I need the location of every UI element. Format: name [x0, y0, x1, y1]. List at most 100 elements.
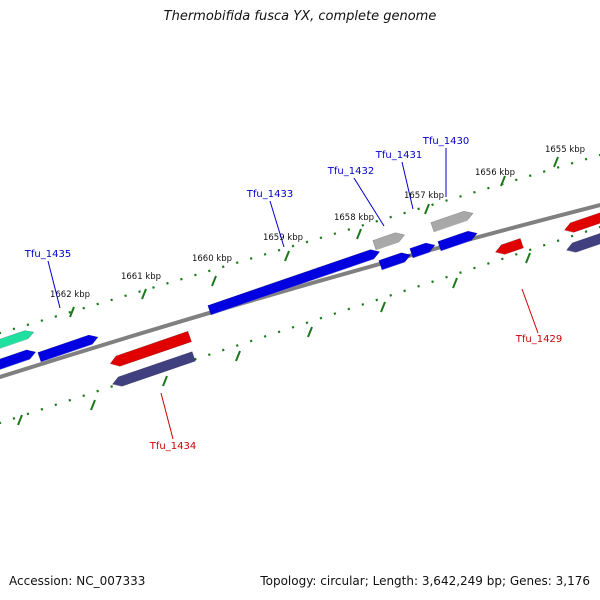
- lower-dot: [375, 298, 379, 302]
- feature-shade: [110, 363, 120, 367]
- feature-layer: [0, 210, 600, 387]
- lower-dot: [263, 335, 267, 338]
- gene-leader: [521, 288, 539, 334]
- lower-dot: [487, 262, 490, 265]
- upper-dot: [291, 244, 295, 248]
- tick-layer: 1655 kbp 1656 kbp 1657 kbp 1658 kbp 1659 kbp…: [0, 145, 600, 426]
- feature-shade: [375, 241, 399, 251]
- lower-dot: [221, 348, 225, 352]
- upper-dot: [138, 290, 141, 293]
- upper-dot: [514, 178, 518, 182]
- upper-dot: [333, 232, 337, 236]
- cds-forward: [409, 242, 436, 259]
- upper-dot: [82, 306, 86, 310]
- accession-value: NC_007333: [76, 574, 146, 588]
- upper-dot: [0, 331, 2, 335]
- lower-dot: [417, 284, 420, 288]
- major-tick: [69, 306, 75, 318]
- lower-dot: [82, 394, 86, 398]
- feature-shade: [40, 343, 93, 363]
- feature-shade: [112, 383, 122, 387]
- lower-dot: [584, 230, 588, 233]
- map-title: Thermobifida fusca YX, complete genome: [163, 9, 437, 24]
- major-tick: [17, 414, 23, 426]
- feature-shade: [0, 358, 30, 371]
- major-tick: [162, 375, 168, 387]
- rna-forward: [0, 330, 35, 349]
- gene-label: Tfu_1432: [327, 166, 374, 177]
- feature-shade: [440, 240, 472, 252]
- lower-dot: [403, 289, 407, 293]
- lower-dot: [249, 339, 253, 343]
- lower-dot: [500, 257, 504, 261]
- lower-dot: [291, 325, 295, 329]
- upper-dot: [598, 153, 600, 157]
- upper-dot: [96, 302, 100, 306]
- upper-dot: [319, 236, 323, 240]
- tick-label: 1656 kbp: [475, 168, 515, 178]
- summary-line: Topology: circular; Length: 3,642,249 bp…: [260, 574, 590, 588]
- lower-dot: [528, 248, 532, 252]
- gene-leader: [47, 260, 61, 309]
- upper-dot: [487, 186, 490, 190]
- lower-dot: [54, 403, 58, 407]
- topology-label: Topology:: [260, 574, 317, 588]
- upper-dot: [445, 199, 448, 202]
- major-tick: [380, 301, 386, 313]
- upper-dot: [305, 240, 309, 244]
- upper-dot: [389, 215, 393, 219]
- gene-leader: [269, 200, 285, 248]
- length-label: Length:: [372, 574, 419, 588]
- gene-forward: [372, 232, 406, 251]
- lower-dot: [459, 271, 462, 274]
- lower-dot: [110, 385, 113, 388]
- lower-dot: [68, 398, 72, 402]
- lower-dot: [319, 316, 323, 320]
- major-tick: [356, 228, 362, 240]
- tick-label: 1658 kbp: [334, 213, 374, 223]
- gene-reverse: [111, 351, 196, 387]
- upper-dot: [110, 298, 113, 302]
- feature-shade: [210, 258, 374, 316]
- gene-leader: [401, 161, 414, 210]
- upper-dot: [459, 195, 462, 198]
- cds-reverse: [563, 212, 600, 233]
- lower-dot: [598, 225, 600, 229]
- upper-dot: [528, 174, 532, 178]
- major-tick: [284, 250, 290, 262]
- upper-dot: [193, 273, 197, 277]
- major-tick: [525, 252, 531, 264]
- upper-dot: [570, 161, 574, 165]
- lower-dot: [277, 330, 281, 334]
- upper-dot: [40, 319, 44, 322]
- major-tick: [90, 399, 96, 411]
- upper-dot: [249, 257, 253, 260]
- gene-label: Tfu_1434: [149, 441, 196, 452]
- feature-shade: [412, 252, 430, 259]
- lower-dot: [570, 234, 574, 238]
- lower-dot: [389, 293, 393, 297]
- tick-label: 1661 kbp: [121, 272, 161, 282]
- upper-dot: [584, 157, 588, 161]
- tick-label: 1659 kbp: [263, 233, 303, 243]
- upper-dot: [54, 315, 58, 318]
- major-tick: [307, 326, 313, 338]
- gene-label: Tfu_1433: [246, 189, 293, 200]
- feature-shade: [0, 338, 29, 350]
- upper-dot: [221, 265, 225, 269]
- gene-reverse: [565, 233, 600, 253]
- accession-line: Accession: NC_007333: [9, 574, 145, 588]
- genes-value: 3,176: [555, 574, 590, 588]
- feature-shade: [381, 261, 405, 271]
- accession-label: Accession:: [9, 574, 73, 588]
- backbone-line: [0, 203, 600, 379]
- lower-dot: [445, 275, 448, 279]
- tick-label: 1655 kbp: [545, 145, 585, 155]
- gene-label: Tfu_1431: [375, 150, 422, 161]
- lower-dot: [305, 321, 309, 325]
- upper-dot: [473, 190, 476, 194]
- feature-shade: [495, 251, 505, 255]
- cds-forward: [37, 334, 99, 363]
